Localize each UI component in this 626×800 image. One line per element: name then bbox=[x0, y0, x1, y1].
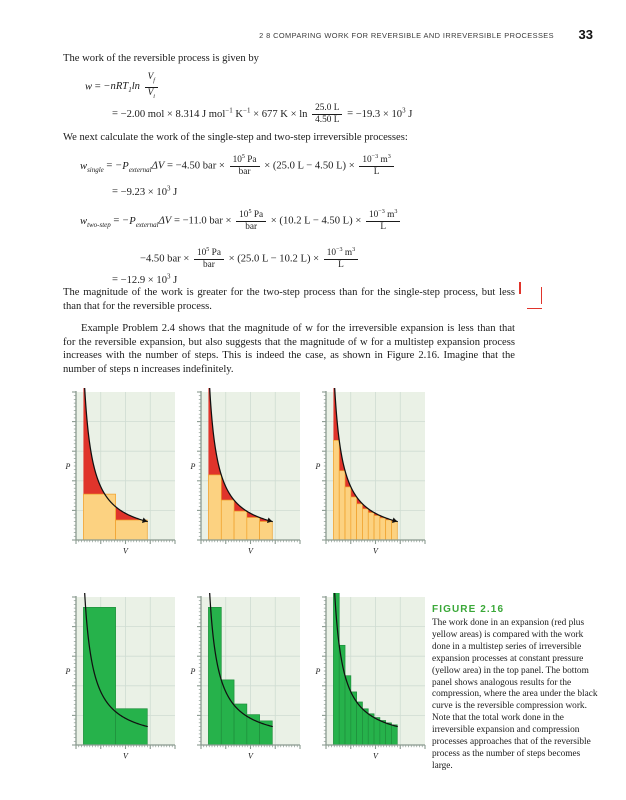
eq3-frac2-den: L bbox=[359, 166, 394, 178]
eq2-terms: −2.00 mol × 8.314 J mol−1 K−1 × 677 K × … bbox=[120, 105, 308, 120]
running-head: 2 8 COMPARING WORK FOR REVERSIBLE AND IR… bbox=[0, 27, 626, 46]
svg-text:V: V bbox=[248, 752, 254, 761]
eq3-rhs1: −PexternalΔV bbox=[115, 160, 165, 174]
eq6-mid: × (25.0 L − 10.2 L) × bbox=[228, 253, 320, 265]
eq1-rhs: −nRT1ln bbox=[103, 81, 140, 95]
eq7-value: −12.9 × 103 J bbox=[120, 272, 178, 286]
eq1-frac-num: Vf bbox=[147, 72, 155, 84]
svg-text:P: P bbox=[65, 667, 71, 676]
bracket-vertical bbox=[541, 287, 543, 304]
equation-two-step: wtwo-step = −PexternalΔV = −11.0 bar × 1… bbox=[80, 207, 402, 233]
paragraph-example: Example Problem 2.4 shows that the magni… bbox=[63, 323, 515, 375]
eq6-frac2-num: 10−3 m3 bbox=[326, 247, 356, 259]
eq6-rhs: −4.50 bar × bbox=[140, 253, 190, 265]
svg-text:V: V bbox=[373, 547, 379, 556]
eq5-frac1-den: bar bbox=[236, 221, 267, 233]
eq5-fraction-2: 10−3 m3 L bbox=[365, 207, 401, 233]
eq1-rel: = bbox=[94, 81, 101, 93]
eq5-frac2-num: 10−3 m3 bbox=[368, 209, 398, 221]
eq6-frac1-den: bar bbox=[193, 259, 224, 271]
eq3-lhs: wsingle bbox=[80, 160, 104, 174]
eq1-fraction: Vf Vi bbox=[144, 72, 158, 103]
eq5-mid: × (10.2 L − 4.50 L) × bbox=[270, 215, 362, 227]
eq4-value: −9.23 × 103 J bbox=[120, 184, 178, 198]
eq2-fraction: 25.0 L 4.50 L bbox=[312, 103, 343, 126]
equation-two-step-value: = −12.9 × 103 J bbox=[112, 272, 177, 286]
eq6-frac2-den: L bbox=[323, 259, 359, 271]
figure-caption-title: FIGURE 2.16 bbox=[432, 604, 505, 615]
svg-text:V: V bbox=[373, 752, 379, 761]
figure-caption: FIGURE 2.16 The work done in an expansio… bbox=[432, 604, 598, 773]
eq3-frac1-num: 105 Pa bbox=[232, 154, 257, 166]
svg-text:P: P bbox=[315, 462, 321, 471]
figure-caption-text: The work done in an expansion (red plus … bbox=[432, 618, 598, 771]
eq2-frac-den: 4.50 L bbox=[312, 114, 343, 126]
paragraph-irreversible-intro: We next calculate the work of the single… bbox=[63, 132, 408, 143]
equation-reversible-work-value: = −2.00 mol × 8.314 J mol−1 K−1 × 677 K … bbox=[112, 103, 412, 126]
svg-text:V: V bbox=[248, 547, 254, 556]
svg-text:P: P bbox=[190, 462, 196, 471]
editorial-tick-mark bbox=[519, 282, 521, 294]
svg-text:P: P bbox=[315, 667, 321, 676]
equation-single-step-value: = −9.23 × 103 J bbox=[112, 184, 177, 198]
eq1-lhs: w bbox=[85, 81, 93, 93]
editorial-bracket-mark bbox=[527, 287, 543, 309]
eq5-fraction-1: 105 Pa bar bbox=[236, 207, 267, 233]
eq2-result: −19.3 × 103 J bbox=[355, 105, 413, 120]
paragraph-intro: The work of the reversible process is gi… bbox=[63, 53, 259, 64]
eq5-rel2: = bbox=[173, 215, 180, 227]
eq2-frac-num: 25.0 L bbox=[315, 103, 340, 113]
eq3-mid: × (25.0 L − 4.50 L) × bbox=[264, 160, 355, 172]
eq3-frac2-num: 10−3 m3 bbox=[362, 154, 391, 166]
eq5-frac1-num: 105 Pa bbox=[239, 209, 264, 221]
eq7-rel: = bbox=[112, 274, 118, 286]
eq3-rel2: = bbox=[166, 160, 173, 172]
svg-text:P: P bbox=[65, 462, 71, 471]
equation-two-step-line2: −4.50 bar × 105 Pa bar × (25.0 L − 10.2 … bbox=[140, 245, 360, 271]
eq6-fraction-2: 10−3 m3 L bbox=[323, 245, 359, 271]
equation-reversible-work: w = −nRT1ln Vf Vi bbox=[85, 72, 160, 103]
eq3-fraction-2: 10−3 m3 L bbox=[359, 152, 394, 178]
page-number: 33 bbox=[578, 27, 593, 42]
eq3-rhs2: −4.50 bar × bbox=[175, 160, 225, 172]
eq5-rhs1: −PexternalΔV bbox=[122, 215, 172, 229]
bracket-horizontal bbox=[527, 307, 542, 309]
eq1-frac-den: Vi bbox=[144, 86, 158, 103]
eq5-frac2-den: L bbox=[365, 221, 401, 233]
svg-text:V: V bbox=[123, 752, 129, 761]
eq6-fraction-1: 105 Pa bar bbox=[193, 245, 224, 271]
running-head-title: 2 8 COMPARING WORK FOR REVERSIBLE AND IR… bbox=[259, 31, 554, 40]
eq3-rel: = bbox=[106, 160, 113, 172]
eq6-frac1-num: 105 Pa bbox=[196, 247, 221, 259]
eq2-result-rel: = bbox=[347, 108, 354, 120]
eq3-frac1-den: bar bbox=[229, 166, 260, 178]
eq2-rel: = bbox=[112, 108, 118, 120]
eq5-lhs: wtwo-step bbox=[80, 215, 111, 229]
eq5-rel: = bbox=[113, 215, 120, 227]
paragraph-magnitude: The magnitude of the work is greater for… bbox=[63, 287, 515, 312]
svg-text:P: P bbox=[190, 667, 196, 676]
svg-text:V: V bbox=[123, 547, 129, 556]
eq5-rhs2: −11.0 bar × bbox=[182, 215, 232, 227]
eq4-rel: = bbox=[112, 186, 118, 198]
eq3-fraction-1: 105 Pa bar bbox=[229, 152, 260, 178]
equation-single-step: wsingle = −PexternalΔV = −4.50 bar × 105… bbox=[80, 152, 396, 178]
